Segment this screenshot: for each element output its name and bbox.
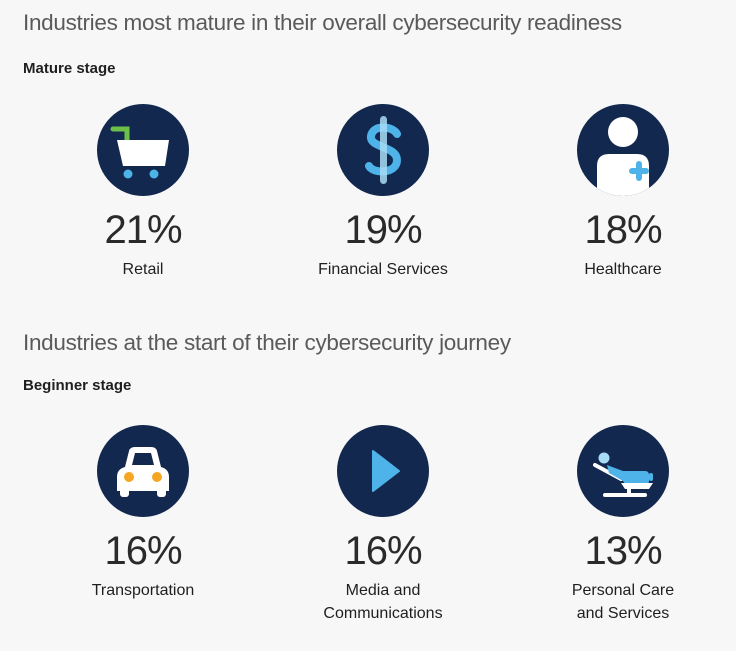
industry-personal-care: 13% Personal Care and Services [523, 425, 723, 625]
percent-value: 16% [104, 529, 182, 573]
percent-value: 19% [344, 208, 422, 252]
industry-label: Personal Care and Services [571, 582, 675, 622]
industry-label: Healthcare [584, 261, 662, 278]
stage-label: Beginner stage [23, 377, 132, 394]
reclining-chair-icon [577, 425, 669, 517]
car-icon [97, 425, 189, 517]
industry-financial-services: 19% Financial Services [283, 104, 483, 281]
industry-label: Retail [122, 261, 164, 278]
healthcare-person-icon [577, 104, 669, 196]
section-title: Industries most mature in their overall … [23, 10, 622, 35]
percent-value: 16% [344, 529, 422, 573]
shopping-cart-icon [97, 104, 189, 196]
industry-label: Transportation [91, 582, 195, 599]
percent-value: 18% [584, 208, 662, 252]
section-title: Industries at the start of their cyberse… [23, 330, 511, 355]
industry-media-communications: 16% Media and Communications [283, 425, 483, 625]
percent-value: 21% [104, 208, 182, 252]
industry-healthcare: 18% Healthcare [523, 104, 723, 281]
stage-label: Mature stage [23, 60, 116, 77]
industry-retail: 21% Retail [43, 104, 243, 281]
industry-label: Financial Services [318, 261, 448, 278]
industry-label: Media and Communications [323, 582, 443, 622]
dollar-sign-icon [337, 104, 429, 196]
industry-transportation: 16% Transportation [43, 425, 243, 602]
percent-value: 13% [584, 529, 662, 573]
play-icon [337, 425, 429, 517]
